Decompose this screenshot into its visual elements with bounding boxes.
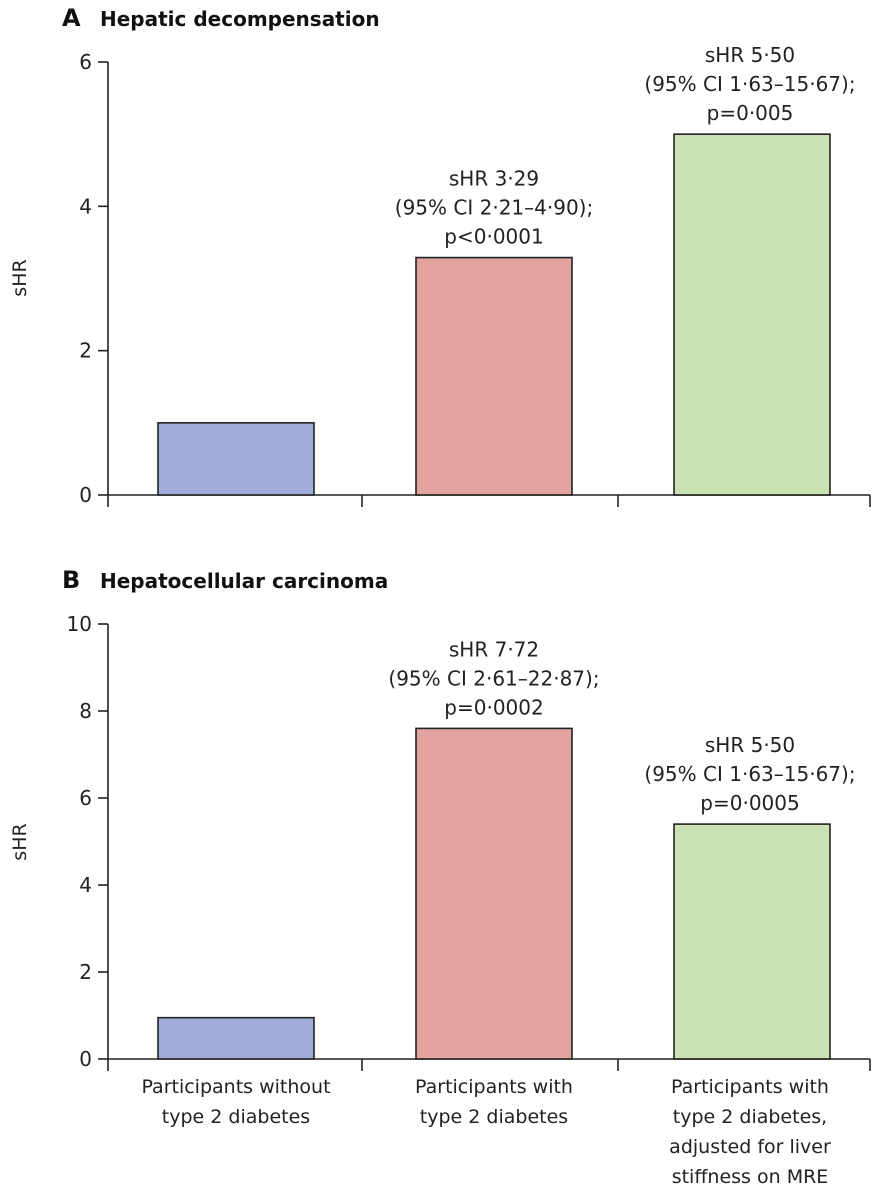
x-category-label: Participants with <box>671 1076 829 1098</box>
y-tick-label: 4 <box>79 194 92 218</box>
panel-title: Hepatic decompensation <box>100 7 380 31</box>
y-tick-label: 10 <box>67 612 92 636</box>
bar-annotation: sHR 5·50 <box>705 43 795 67</box>
y-tick-label: 8 <box>79 699 92 723</box>
y-axis-label: sHR <box>9 823 31 860</box>
y-tick-label: 4 <box>79 873 92 897</box>
bar-annotation: p<0·0001 <box>444 225 543 249</box>
y-tick-label: 0 <box>79 483 92 507</box>
panel-title: Hepatocellular carcinoma <box>100 569 388 593</box>
bar-annotation: sHR 7·72 <box>449 637 539 661</box>
y-tick-label: 6 <box>79 786 92 810</box>
bar-annotation: p=0·0002 <box>444 695 543 719</box>
x-category-label: type 2 diabetes <box>162 1106 310 1128</box>
bar-annotation: (95% CI 1·63–15·67); <box>644 72 855 96</box>
y-axis-label: sHR <box>9 259 31 296</box>
bar-annotation: (95% CI 1·63–15·67); <box>644 762 855 786</box>
bar-with-t2d <box>415 727 573 1060</box>
x-category-label: Participants without <box>141 1076 330 1098</box>
bar-annotation: p=0·005 <box>707 101 794 125</box>
bar-without-t2d <box>157 1016 315 1060</box>
panel-a-hepatic-decompensation: A Hepatic decompensation sHR 0 2 4 6 sHR 3·29 (9… <box>9 4 871 507</box>
y-tick-label: 0 <box>79 1047 92 1071</box>
bar-with-t2d-adjusted <box>673 823 831 1060</box>
panel-b-hepatocellular-carcinoma: B Hepatocellular carcinoma sHR 0 2 4 6 8 10 sHR 7… <box>9 566 871 1188</box>
x-category-label: Participants with <box>415 1076 573 1098</box>
bar-annotation: sHR 5·50 <box>705 733 795 757</box>
bar-annotation: (95% CI 2·61–22·87); <box>388 666 599 690</box>
bar-annotation: p=0·0005 <box>700 791 799 815</box>
y-tick-label: 2 <box>79 960 92 984</box>
bar-without-t2d <box>157 422 315 496</box>
panel-letter: B <box>62 566 80 594</box>
bar-with-t2d-adjusted <box>673 133 831 496</box>
x-category-label: type 2 diabetes, <box>673 1106 827 1128</box>
y-tick-label: 2 <box>79 339 92 363</box>
y-tick-label: 6 <box>79 50 92 74</box>
bar-annotation: (95% CI 2·21–4·90); <box>395 196 593 220</box>
x-category-label: type 2 diabetes <box>420 1106 568 1128</box>
bar-annotation: sHR 3·29 <box>449 167 539 191</box>
x-category-label: adjusted for liver <box>669 1136 831 1158</box>
x-category-label: stiffness on MRE <box>672 1166 829 1188</box>
bar-with-t2d <box>415 256 573 496</box>
panel-letter: A <box>62 4 81 32</box>
